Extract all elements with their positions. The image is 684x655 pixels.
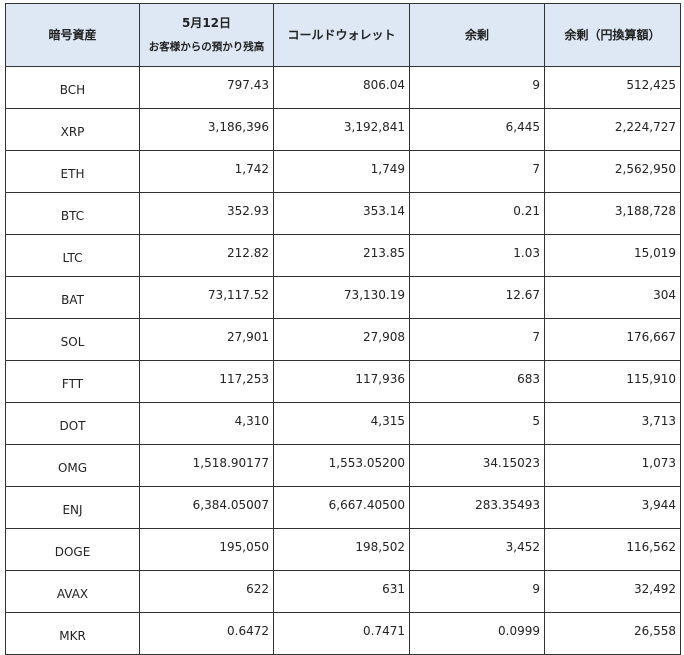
cell-cold-wallet: 806.04	[273, 66, 410, 109]
cell-surplus: 7	[409, 318, 545, 361]
cell-cold-wallet: 1,553.05200	[273, 444, 410, 487]
table-row: FTT 117,253 117,936 683 115,910	[5, 360, 681, 403]
cell-surplus-jpy: 1,073	[544, 444, 681, 487]
cell-custody-balance: 797.43	[139, 66, 274, 109]
table-row: LTC 212.82 213.85 1.03 15,019	[5, 234, 681, 277]
reserve-table: 暗号資産 5月12日 お客様からの預かり残高 コールドウォレット 余剰 余剰（円…	[5, 3, 681, 655]
cell-surplus-jpy: 32,492	[544, 570, 681, 613]
cell-cold-wallet: 27,908	[273, 318, 410, 361]
table-row: DOT 4,310 4,315 5 3,713	[5, 402, 681, 445]
cell-cold-wallet: 0.7471	[273, 612, 410, 655]
cell-surplus-jpy: 26,558	[544, 612, 681, 655]
header-asset: 暗号資産	[5, 3, 140, 67]
cell-custody-balance: 1,742	[139, 150, 274, 193]
table-row: AVAX 622 631 9 32,492	[5, 570, 681, 613]
cell-surplus-jpy: 3,713	[544, 402, 681, 445]
table-row: BCH 797.43 806.04 9 512,425	[5, 66, 681, 109]
cell-cold-wallet: 198,502	[273, 528, 410, 571]
cell-surplus-jpy: 304	[544, 276, 681, 319]
cell-custody-balance: 1,518.90177	[139, 444, 274, 487]
cell-asset: BTC	[5, 192, 140, 235]
cell-asset: OMG	[5, 444, 140, 487]
cell-surplus-jpy: 115,910	[544, 360, 681, 403]
header-surplus-jpy: 余剰（円換算額）	[544, 3, 681, 67]
cell-surplus: 283.35493	[409, 486, 545, 529]
cell-asset: ETH	[5, 150, 140, 193]
header-custody-balance: 5月12日 お客様からの預かり残高	[139, 3, 274, 67]
cell-surplus-jpy: 2,224,727	[544, 108, 681, 151]
cell-surplus: 12.67	[409, 276, 545, 319]
cell-surplus: 1.03	[409, 234, 545, 277]
cell-cold-wallet: 6,667.40500	[273, 486, 410, 529]
cell-custody-balance: 622	[139, 570, 274, 613]
cell-surplus: 34.15023	[409, 444, 545, 487]
table-row: XRP 3,186,396 3,192,841 6,445 2,224,727	[5, 108, 681, 151]
cell-cold-wallet: 1,749	[273, 150, 410, 193]
cell-asset: BCH	[5, 66, 140, 109]
cell-custody-balance: 6,384.05007	[139, 486, 274, 529]
header-custody-date: 5月12日	[181, 16, 232, 30]
table-row: MKR 0.6472 0.7471 0.0999 26,558	[5, 612, 681, 655]
cell-asset: SOL	[5, 318, 140, 361]
cell-asset: AVAX	[5, 570, 140, 613]
cell-cold-wallet: 73,130.19	[273, 276, 410, 319]
cell-cold-wallet: 213.85	[273, 234, 410, 277]
cell-cold-wallet: 353.14	[273, 192, 410, 235]
cell-surplus: 9	[409, 66, 545, 109]
header-row: 暗号資産 5月12日 お客様からの預かり残高 コールドウォレット 余剰 余剰（円…	[5, 3, 681, 67]
cell-custody-balance: 3,186,396	[139, 108, 274, 151]
cell-custody-balance: 27,901	[139, 318, 274, 361]
cell-custody-balance: 352.93	[139, 192, 274, 235]
cell-cold-wallet: 4,315	[273, 402, 410, 445]
cell-surplus-jpy: 512,425	[544, 66, 681, 109]
table-row: OMG 1,518.90177 1,553.05200 34.15023 1,073	[5, 444, 681, 487]
cell-custody-balance: 73,117.52	[139, 276, 274, 319]
reserve-table-container: 暗号資産 5月12日 お客様からの預かり残高 コールドウォレット 余剰 余剰（円…	[5, 3, 681, 655]
table-row: ENJ 6,384.05007 6,667.40500 283.35493 3,944	[5, 486, 681, 529]
cell-asset: BAT	[5, 276, 140, 319]
cell-custody-balance: 117,253	[139, 360, 274, 403]
cell-surplus: 6,445	[409, 108, 545, 151]
cell-asset: DOGE	[5, 528, 140, 571]
cell-cold-wallet: 117,936	[273, 360, 410, 403]
cell-cold-wallet: 631	[273, 570, 410, 613]
table-row: DOGE 195,050 198,502 3,452 116,562	[5, 528, 681, 571]
header-cold-wallet: コールドウォレット	[273, 3, 410, 67]
cell-asset: XRP	[5, 108, 140, 151]
cell-custody-balance: 195,050	[139, 528, 274, 571]
table-row: BAT 73,117.52 73,130.19 12.67 304	[5, 276, 681, 319]
table-row: ETH 1,742 1,749 7 2,562,950	[5, 150, 681, 193]
cell-surplus-jpy: 116,562	[544, 528, 681, 571]
cell-surplus-jpy: 3,944	[544, 486, 681, 529]
cell-surplus: 0.21	[409, 192, 545, 235]
cell-surplus: 9	[409, 570, 545, 613]
cell-surplus-jpy: 3,188,728	[544, 192, 681, 235]
cell-asset: LTC	[5, 234, 140, 277]
cell-surplus: 5	[409, 402, 545, 445]
cell-surplus-jpy: 15,019	[544, 234, 681, 277]
cell-surplus: 3,452	[409, 528, 545, 571]
cell-surplus: 0.0999	[409, 612, 545, 655]
header-custody-label: お客様からの預かり残高	[148, 41, 265, 53]
cell-custody-balance: 4,310	[139, 402, 274, 445]
cell-asset: DOT	[5, 402, 140, 445]
table-header: 暗号資産 5月12日 お客様からの預かり残高 コールドウォレット 余剰 余剰（円…	[5, 3, 681, 67]
cell-asset: MKR	[5, 612, 140, 655]
cell-surplus-jpy: 2,562,950	[544, 150, 681, 193]
cell-asset: FTT	[5, 360, 140, 403]
cell-surplus: 7	[409, 150, 545, 193]
cell-custody-balance: 212.82	[139, 234, 274, 277]
cell-asset: ENJ	[5, 486, 140, 529]
table-row: BTC 352.93 353.14 0.21 3,188,728	[5, 192, 681, 235]
cell-cold-wallet: 3,192,841	[273, 108, 410, 151]
cell-custody-balance: 0.6472	[139, 612, 274, 655]
table-row: SOL 27,901 27,908 7 176,667	[5, 318, 681, 361]
table-body: BCH 797.43 806.04 9 512,425 XRP 3,186,396 3,192…	[5, 66, 681, 655]
header-surplus: 余剰	[409, 3, 545, 67]
cell-surplus-jpy: 176,667	[544, 318, 681, 361]
cell-surplus: 683	[409, 360, 545, 403]
